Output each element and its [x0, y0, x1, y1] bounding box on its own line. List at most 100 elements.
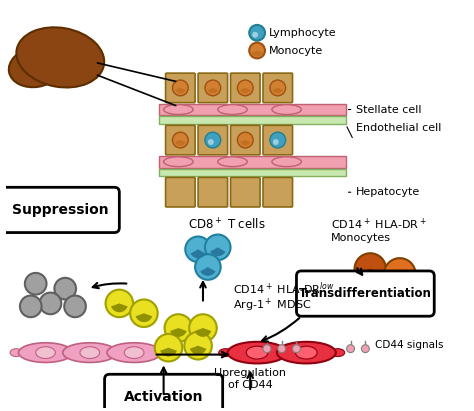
Wedge shape [191, 249, 206, 258]
Ellipse shape [218, 157, 247, 166]
Wedge shape [273, 88, 283, 93]
Ellipse shape [164, 157, 193, 166]
Wedge shape [361, 269, 380, 279]
Ellipse shape [36, 347, 55, 358]
Text: Monocytes: Monocytes [331, 233, 391, 243]
Wedge shape [252, 51, 263, 56]
Wedge shape [200, 267, 216, 276]
Circle shape [249, 25, 265, 41]
Ellipse shape [124, 347, 144, 358]
Circle shape [263, 345, 271, 353]
Ellipse shape [218, 105, 247, 115]
Circle shape [270, 80, 286, 96]
Ellipse shape [295, 346, 317, 359]
FancyBboxPatch shape [230, 125, 260, 155]
Ellipse shape [69, 349, 81, 357]
Bar [159, 104, 346, 115]
Wedge shape [175, 88, 185, 93]
Circle shape [184, 332, 212, 360]
Wedge shape [195, 328, 211, 337]
FancyBboxPatch shape [165, 73, 195, 103]
Circle shape [205, 80, 221, 96]
Wedge shape [170, 328, 187, 337]
FancyBboxPatch shape [230, 178, 260, 207]
Ellipse shape [18, 343, 73, 363]
Text: Stellate cell: Stellate cell [356, 104, 421, 115]
Ellipse shape [272, 105, 301, 115]
Text: Lymphocyte: Lymphocyte [269, 28, 337, 38]
FancyBboxPatch shape [105, 374, 223, 411]
Circle shape [346, 345, 355, 353]
Ellipse shape [268, 349, 282, 357]
Ellipse shape [164, 105, 193, 115]
Wedge shape [136, 313, 152, 322]
Ellipse shape [80, 347, 100, 358]
Circle shape [185, 236, 211, 262]
Circle shape [164, 314, 192, 342]
Text: Transdifferentiation: Transdifferentiation [299, 287, 432, 300]
Wedge shape [210, 247, 226, 256]
Text: Monocyte: Monocyte [269, 46, 323, 55]
Circle shape [205, 132, 221, 148]
FancyBboxPatch shape [263, 178, 292, 207]
Circle shape [355, 253, 386, 285]
Circle shape [106, 290, 133, 317]
Ellipse shape [99, 349, 110, 357]
Text: Activation: Activation [124, 390, 203, 404]
Ellipse shape [282, 349, 295, 357]
Wedge shape [240, 88, 250, 93]
FancyBboxPatch shape [198, 125, 228, 155]
Wedge shape [190, 346, 206, 355]
Circle shape [278, 345, 286, 353]
Bar [159, 156, 346, 168]
Ellipse shape [277, 342, 336, 363]
Circle shape [205, 235, 230, 260]
FancyBboxPatch shape [198, 73, 228, 103]
Wedge shape [175, 140, 185, 145]
FancyBboxPatch shape [165, 178, 195, 207]
Ellipse shape [17, 27, 104, 88]
Text: CD14$^+$ HLA-DR$^+$: CD14$^+$ HLA-DR$^+$ [331, 217, 427, 232]
Text: Suppression: Suppression [12, 203, 109, 217]
Circle shape [130, 300, 158, 327]
Wedge shape [111, 303, 128, 312]
FancyBboxPatch shape [263, 125, 292, 155]
Circle shape [55, 278, 76, 300]
Ellipse shape [10, 349, 22, 357]
FancyBboxPatch shape [296, 271, 434, 316]
Ellipse shape [9, 47, 63, 87]
Ellipse shape [219, 349, 233, 357]
Ellipse shape [228, 342, 287, 363]
Ellipse shape [272, 157, 301, 166]
Circle shape [173, 132, 188, 148]
Circle shape [273, 139, 279, 145]
Text: CD8$^+$ T cells: CD8$^+$ T cells [188, 217, 266, 232]
Text: Endothelial cell: Endothelial cell [356, 123, 441, 133]
Text: Hepatocyte: Hepatocyte [356, 187, 420, 197]
Ellipse shape [246, 346, 268, 359]
Circle shape [189, 314, 217, 342]
Text: CD44 signals: CD44 signals [375, 340, 444, 350]
Circle shape [252, 32, 258, 38]
Circle shape [64, 296, 86, 317]
Text: CD14$^+$ HLA-DR$^{low}$: CD14$^+$ HLA-DR$^{low}$ [233, 280, 334, 297]
FancyBboxPatch shape [165, 125, 195, 155]
Circle shape [173, 80, 188, 96]
Circle shape [25, 273, 46, 295]
Ellipse shape [158, 349, 170, 357]
Circle shape [384, 258, 416, 290]
Circle shape [155, 334, 182, 361]
Circle shape [249, 43, 265, 58]
Ellipse shape [113, 349, 125, 357]
Circle shape [361, 345, 369, 353]
FancyBboxPatch shape [230, 73, 260, 103]
FancyBboxPatch shape [198, 178, 228, 207]
Circle shape [270, 132, 286, 148]
Ellipse shape [55, 349, 66, 357]
Wedge shape [160, 348, 177, 357]
Bar [159, 116, 346, 124]
Wedge shape [208, 88, 218, 93]
Text: Upregulation: Upregulation [214, 368, 286, 378]
Wedge shape [391, 274, 409, 284]
Text: of CD44: of CD44 [228, 380, 273, 390]
